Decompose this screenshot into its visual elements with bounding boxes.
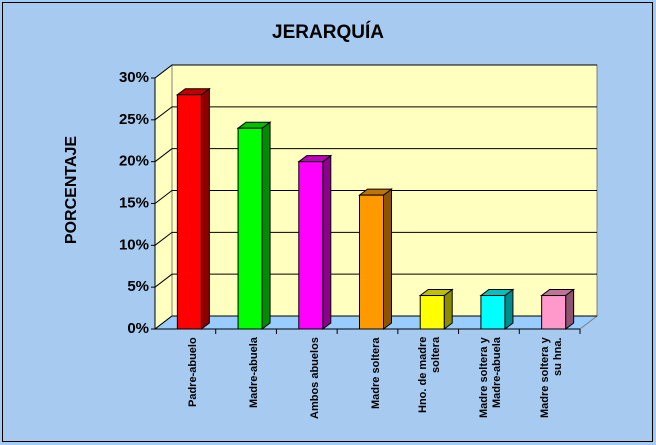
bar [419,295,445,330]
bar-side [200,87,210,330]
y-tick-label: 20% [119,153,149,170]
bar [237,127,263,330]
grid-line [154,64,597,79]
grid-line [154,148,597,163]
grid-line [154,106,597,121]
x-tick-label: Ambos abuelos [308,337,321,419]
bar-side [565,288,575,330]
bar-side [261,121,271,330]
y-tick-label: 25% [119,111,149,128]
x-tick-label: Madre soltera y Madre-abuela [477,337,503,418]
x-tick-label: Hno. de madre soltera [417,337,443,414]
x-tick-label: Madre soltera y su hna. [538,337,564,418]
bar [298,161,324,330]
grid-line [154,231,597,246]
y-tick-label: 30% [119,69,149,86]
bar [541,295,567,330]
y-tick-label: 10% [119,236,149,253]
x-tick-label: Madre soltera [369,337,382,409]
bar [176,94,202,330]
chart-title: JERARQUÍA [272,21,384,43]
x-tick-label: Padre-abuelo [187,337,200,407]
bar-side [443,288,453,330]
bar [359,194,384,330]
y-tick-label: 15% [119,194,149,211]
bar-side [383,188,392,330]
x-tick-label: Madre-abuela [248,337,261,408]
bar-side [504,288,514,330]
grid-line [154,273,597,288]
y-tick-label: 5% [127,278,149,295]
grid-line [154,190,597,204]
bar [480,295,506,330]
y-axis-label: PORCENTAJE [63,136,80,244]
bar-side [322,154,332,330]
grid-line [154,315,597,330]
y-tick-label: 0% [127,320,149,337]
